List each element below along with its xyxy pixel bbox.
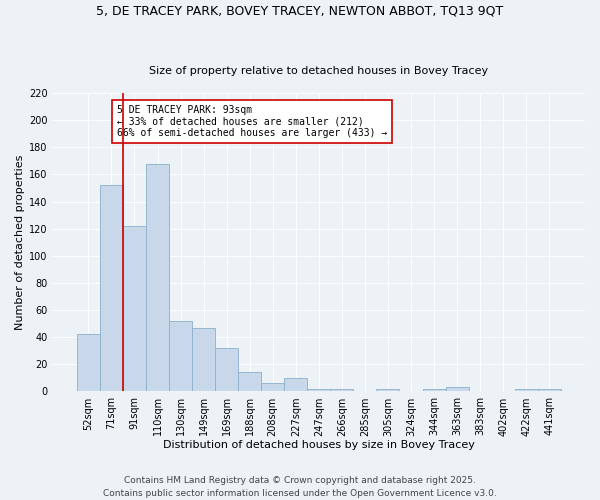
- Bar: [77, 334, 100, 392]
- Text: 5 DE TRACEY PARK: 93sqm
← 33% of detached houses are smaller (212)
66% of semi-d: 5 DE TRACEY PARK: 93sqm ← 33% of detache…: [116, 105, 387, 138]
- Title: Size of property relative to detached houses in Bovey Tracey: Size of property relative to detached ho…: [149, 66, 488, 76]
- Bar: [515, 389, 538, 392]
- Bar: [215, 348, 238, 392]
- Bar: [100, 185, 123, 392]
- Bar: [538, 389, 561, 392]
- Bar: [146, 164, 169, 392]
- X-axis label: Distribution of detached houses by size in Bovey Tracey: Distribution of detached houses by size …: [163, 440, 475, 450]
- Bar: [169, 321, 192, 392]
- Bar: [261, 384, 284, 392]
- Text: 5, DE TRACEY PARK, BOVEY TRACEY, NEWTON ABBOT, TQ13 9QT: 5, DE TRACEY PARK, BOVEY TRACEY, NEWTON …: [97, 5, 503, 18]
- Text: Contains HM Land Registry data © Crown copyright and database right 2025.
Contai: Contains HM Land Registry data © Crown c…: [103, 476, 497, 498]
- Bar: [192, 328, 215, 392]
- Bar: [307, 389, 331, 392]
- Bar: [238, 372, 261, 392]
- Bar: [422, 389, 446, 392]
- Bar: [376, 389, 400, 392]
- Bar: [446, 388, 469, 392]
- Bar: [123, 226, 146, 392]
- Bar: [331, 389, 353, 392]
- Bar: [284, 378, 307, 392]
- Y-axis label: Number of detached properties: Number of detached properties: [15, 154, 25, 330]
